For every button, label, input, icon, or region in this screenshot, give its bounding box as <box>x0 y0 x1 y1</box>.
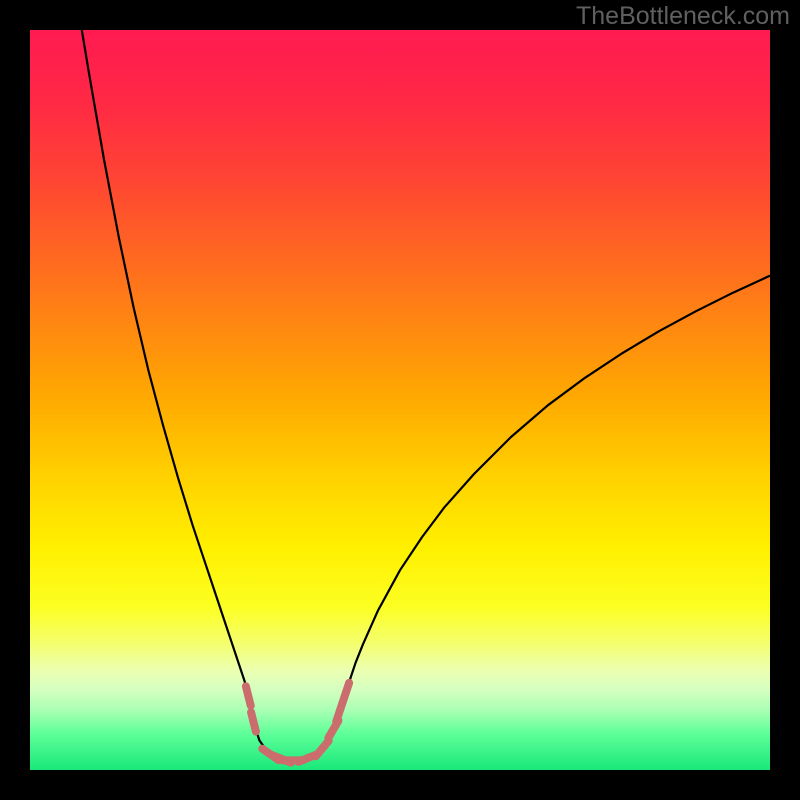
gradient-background <box>30 30 770 770</box>
chart-plot-area <box>30 30 770 770</box>
chart-svg <box>30 30 770 770</box>
watermark-text: TheBottleneck.com <box>576 2 790 31</box>
notch-marker <box>251 712 256 731</box>
notch-marker <box>246 686 251 705</box>
